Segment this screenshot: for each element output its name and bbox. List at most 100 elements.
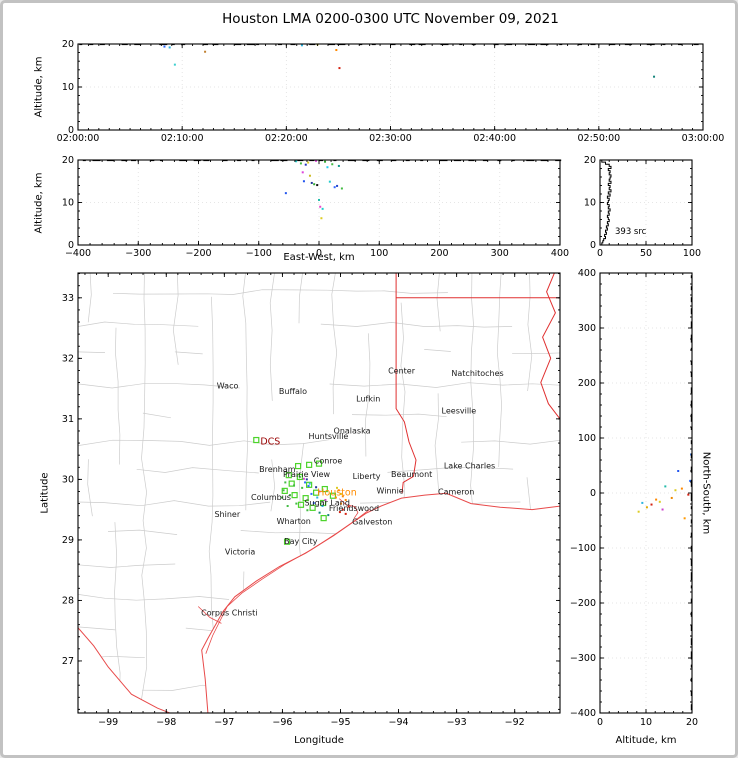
time-height-sources [163,43,656,78]
svg-text:Lufkin: Lufkin [356,394,380,403]
svg-text:Onalaska: Onalaska [334,426,371,435]
ew-height-sources [284,159,343,220]
svg-text:−99: −99 [98,717,118,728]
svg-text:−93: −93 [447,717,467,728]
svg-text:−100: −100 [246,248,272,259]
svg-text:Bay City: Bay City [284,537,318,546]
axis-tick-labels: 02:00:00 02:10:00 02:20:00 02:30:00 02:40:00… [57,39,725,728]
histogram-source-count: 393 src [615,227,647,237]
svg-text:400: 400 [551,248,569,259]
svg-text:Columbus: Columbus [251,493,291,502]
svg-text:31: 31 [62,414,74,425]
svg-text:200: 200 [578,378,596,389]
svg-text:Lake Charles: Lake Charles [444,461,495,470]
city-labels: Waco Buffalo Lufkin Center Natchitoches Leesv… [201,366,504,617]
svg-text:32: 32 [62,353,74,364]
ew-height-ylabel: Altitude, km [33,172,45,234]
svg-text:400: 400 [578,268,596,279]
svg-text:Galveston: Galveston [352,518,392,527]
svg-text:Waco: Waco [217,382,239,391]
svg-text:Liberty: Liberty [353,472,381,481]
svg-text:−98: −98 [156,717,176,728]
map-xlabel: Longitude [294,735,344,746]
svg-text:10: 10 [62,198,74,209]
svg-text:20: 20 [62,155,74,166]
svg-text:0: 0 [316,248,322,259]
svg-text:10: 10 [640,717,652,728]
svg-text:Buffalo: Buffalo [279,387,307,396]
svg-text:Beaumont: Beaumont [391,470,432,479]
time-height-ylabel: Altitude, km [33,56,45,118]
svg-text:0: 0 [68,125,74,136]
svg-text:30: 30 [62,474,74,485]
svg-text:27: 27 [62,656,74,667]
map-panel-contents: Waco Buffalo Lufkin Center Natchitoches Leesv… [78,273,560,713]
svg-text:−100: −100 [570,543,596,554]
svg-text:33: 33 [62,293,74,304]
svg-text:300: 300 [491,248,509,259]
lma-station-markers [253,436,337,545]
svg-text:−92: −92 [505,717,525,728]
svg-text:0: 0 [597,717,603,728]
svg-text:−300: −300 [125,248,151,259]
map-ylabel: Latitude [39,472,51,514]
svg-text:Cameron: Cameron [438,487,474,496]
svg-text:02:50:00: 02:50:00 [577,133,620,144]
svg-text:−400: −400 [65,248,91,259]
plan-view-sources [280,475,350,517]
svg-text:20: 20 [686,717,698,728]
svg-text:−400: −400 [570,708,596,719]
svg-text:20: 20 [584,155,596,166]
svg-text:0: 0 [68,240,74,251]
svg-text:Leesville: Leesville [442,406,477,415]
svg-text:Sugar Land: Sugar Land [304,498,349,507]
svg-text:Wharton: Wharton [277,517,311,526]
svg-text:100: 100 [683,248,701,259]
svg-text:Brenham: Brenham [259,465,296,474]
svg-text:Natchitoches: Natchitoches [451,369,503,378]
plot-title: Houston LMA 0200-0300 UTC November 09, 2… [222,11,559,27]
svg-text:200: 200 [430,248,448,259]
svg-text:03:00:00: 03:00:00 [682,133,725,144]
svg-text:Friendswood: Friendswood [329,504,379,513]
svg-text:−95: −95 [330,717,350,728]
svg-text:10: 10 [584,198,596,209]
svg-text:DCS: DCS [260,436,280,447]
svg-text:Corpus Christi: Corpus Christi [201,609,257,618]
svg-text:−94: −94 [389,717,409,728]
svg-text:28: 28 [62,595,74,606]
svg-text:0: 0 [590,240,596,251]
svg-text:02:20:00: 02:20:00 [265,133,308,144]
svg-text:02:30:00: 02:30:00 [369,133,412,144]
svg-text:02:00:00: 02:00:00 [57,133,100,144]
svg-text:−300: −300 [570,653,596,664]
coastline-and-state-borders [78,273,560,713]
svg-text:−96: −96 [272,717,292,728]
svg-text:100: 100 [578,433,596,444]
svg-text:Prairie View: Prairie View [283,470,331,479]
svg-text:02:40:00: 02:40:00 [473,133,516,144]
altitude-histogram-line [601,160,612,245]
svg-text:Center: Center [388,366,416,375]
ew-height-xlabel: East-West, km [283,252,355,263]
svg-text:50: 50 [640,248,652,259]
svg-text:0: 0 [597,248,603,259]
svg-text:−200: −200 [185,248,211,259]
svg-text:Victoria: Victoria [225,547,255,556]
svg-text:300: 300 [578,323,596,334]
svg-text:20: 20 [62,39,74,50]
svg-text:29: 29 [62,535,74,546]
svg-text:Huntsville: Huntsville [309,432,349,441]
svg-text:−200: −200 [570,598,596,609]
svg-text:Houston: Houston [317,488,356,499]
axis-ticks [77,43,704,714]
svg-text:Winnie: Winnie [376,486,403,495]
ns-height-ylabel: North-South, km [700,451,712,535]
svg-text:10: 10 [62,82,74,93]
svg-text:Conroe: Conroe [314,457,343,466]
svg-text:02:10:00: 02:10:00 [161,133,204,144]
svg-text:0: 0 [590,488,596,499]
gridlines [78,44,703,713]
lma-plot-canvas: Waco Buffalo Lufkin Center Natchitoches Leesv… [57,39,725,728]
